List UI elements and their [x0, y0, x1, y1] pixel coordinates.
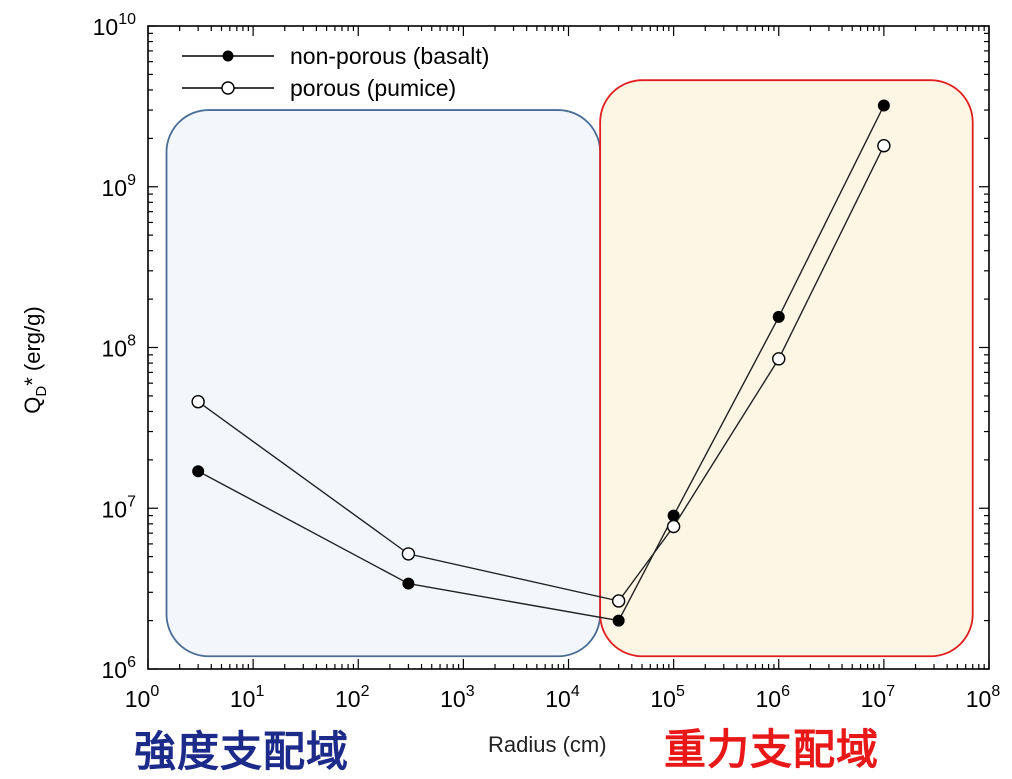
- x-tick-label: 105: [650, 683, 685, 712]
- strength-region-label: 強度支配域: [134, 727, 350, 776]
- legend-label: porous (pumice): [290, 75, 456, 101]
- x-tick-label: 106: [756, 683, 791, 712]
- data-point: [666, 519, 681, 534]
- y-axis-label: QD* (erg/g): [20, 306, 50, 413]
- data-point: [402, 577, 415, 590]
- data-point: [772, 310, 785, 323]
- x-tick-label: 103: [440, 683, 475, 712]
- strength-region-box: [165, 109, 602, 658]
- data-point: [401, 547, 416, 561]
- data-point: [877, 99, 890, 112]
- x-axis-label: Radius (cm): [488, 732, 607, 757]
- legend-marker: [221, 81, 235, 95]
- plot-frame: [147, 25, 990, 670]
- data-point: [612, 614, 625, 627]
- legend-label: non-porous (basalt): [290, 43, 489, 69]
- series-line: [197, 145, 885, 602]
- x-tick-label: 101: [230, 683, 265, 712]
- x-tick-label: 102: [335, 683, 370, 712]
- y-tick-label: 107: [102, 493, 137, 522]
- gravity-region-label: 重力支配域: [664, 725, 880, 774]
- x-tick-label: 107: [861, 683, 896, 712]
- data-point: [191, 395, 205, 409]
- data-point: [611, 594, 626, 608]
- y-tick-label: 1010: [93, 11, 136, 40]
- ticks-layer: 100 101 102 103 104 105 106 107 108 106 107 108 109 1…: [93, 11, 1001, 712]
- svg-text:QD* (erg/g): QD* (erg/g): [20, 306, 50, 413]
- legend-entry: porous (pumice): [182, 75, 456, 101]
- y-tick-label: 106: [102, 654, 137, 683]
- y-tick-label: 108: [102, 333, 137, 362]
- data-point: [772, 352, 786, 366]
- regions-layer: [165, 79, 974, 658]
- series-layer: [191, 99, 891, 627]
- series-line: [197, 105, 885, 622]
- y-tick-label: 109: [102, 172, 137, 201]
- x-tick-label: 100: [125, 683, 160, 712]
- legend-marker: [222, 50, 234, 62]
- x-tick-label: 104: [545, 683, 580, 712]
- legend-entry: non-porous (basalt): [182, 43, 489, 69]
- series-porous: [191, 139, 891, 608]
- series-non-porous: [192, 99, 890, 627]
- data-point: [877, 139, 891, 153]
- data-point: [192, 465, 205, 478]
- x-tick-label: 108: [966, 683, 1001, 712]
- legend: non-porous (basalt) porous (pumice): [182, 43, 489, 101]
- gravity-region-box: [599, 79, 974, 658]
